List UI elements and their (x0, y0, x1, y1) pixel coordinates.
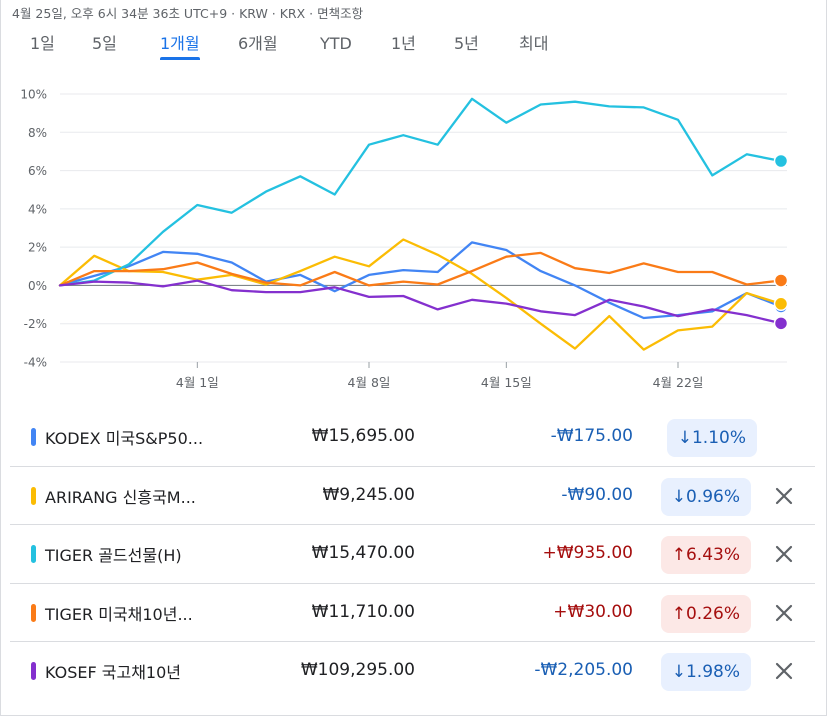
tab-6m[interactable]: 6개월 (238, 34, 278, 53)
security-name: ARIRANG 신흥국M... (45, 487, 196, 507)
security-name: KODEX 미국S&P50... (45, 429, 204, 448)
security-price: ₩15,470.00 (311, 543, 415, 563)
close-icon[interactable] (772, 542, 796, 566)
series-end-point (773, 153, 789, 169)
x-tick-label: 4월 15일 (481, 375, 532, 390)
x-tick-label: 4월 22일 (653, 375, 704, 390)
tab-ytd[interactable]: YTD (320, 34, 352, 53)
y-tick-label: 10% (20, 88, 47, 102)
y-tick-label: -2% (24, 317, 47, 331)
y-tick-label: -4% (24, 356, 47, 370)
list-item[interactable]: ARIRANG 신흥국M... ₩9,245.00 -₩90.00 ↓0.96% (10, 467, 815, 525)
series-end-point (773, 316, 789, 331)
series-line (58, 97, 783, 287)
arrow-up-icon: ↑ (671, 603, 686, 624)
percent-change-badge: ↓1.98% (660, 653, 751, 691)
price-change: -₩175.00 (550, 426, 633, 446)
price-change: +₩30.00 (553, 601, 633, 622)
series-color-marker (31, 603, 36, 622)
arrow-down-icon: ↓ (677, 428, 692, 448)
security-name: TIGER 미국채10년... (45, 604, 193, 624)
tab-1d[interactable]: 1일 (30, 34, 55, 53)
percent-change-badge: ↓1.10% (666, 419, 757, 457)
security-name: TIGER 골드선물(H) (45, 546, 182, 565)
close-icon[interactable] (772, 601, 796, 625)
series-color-marker (31, 662, 36, 680)
series-color-marker (31, 486, 36, 505)
series-line (58, 241, 783, 320)
list-item[interactable]: TIGER 미국채10년... ₩11,710.00 +₩30.00 ↑0.26… (10, 584, 815, 642)
close-icon[interactable] (772, 659, 796, 683)
series-line (58, 279, 783, 325)
y-tick-label: 2% (28, 241, 47, 255)
percent-change-badge: ↑0.26% (660, 594, 751, 633)
list-item[interactable]: TIGER 골드선물(H) ₩15,470.00 +₩935.00 ↑6.43% (10, 525, 815, 584)
security-price: ₩11,710.00 (311, 601, 415, 622)
tab-5y[interactable]: 5년 (454, 34, 479, 53)
tab-max[interactable]: 최대 (519, 34, 549, 53)
percent-change-badge: ↓0.96% (660, 477, 751, 516)
price-change: -₩2,205.00 (534, 660, 633, 680)
list-item[interactable]: KODEX 미국S&P50... ₩15,695.00 -₩175.00 ↓1.… (10, 408, 815, 467)
security-price: ₩15,695.00 (311, 426, 415, 446)
y-tick-label: 8% (28, 126, 47, 140)
arrow-down-icon: ↓ (671, 662, 686, 682)
security-name: KOSEF 국고채10년 (45, 663, 182, 682)
percent-change-badge: ↑6.43% (660, 536, 751, 574)
arrow-down-icon: ↓ (671, 486, 686, 507)
tab-5d[interactable]: 5일 (92, 34, 117, 53)
tab-1m[interactable]: 1개월 (160, 30, 200, 60)
price-change: +₩935.00 (542, 543, 633, 563)
security-price: ₩109,295.00 (300, 660, 415, 680)
y-tick-label: 4% (28, 202, 47, 216)
y-tick-label: 6% (28, 164, 47, 178)
series-line (58, 251, 783, 287)
security-price: ₩9,245.00 (322, 484, 415, 505)
comparison-line-chart[interactable]: 10% 8% 6% 4% 2% 0% -2% -4% 4월 1일 4월 8일 4월 15일 4월 22… (0, 75, 827, 400)
arrow-up-icon: ↑ (671, 545, 686, 565)
series-color-marker (31, 428, 36, 446)
comparison-list: KODEX 미국S&P50... ₩15,695.00 -₩175.00 ↓1.… (10, 408, 815, 701)
timestamp-disclaimer: 4월 25일, 오후 6시 34분 36초 UTC+9 · KRW · KRX … (12, 6, 364, 21)
x-tick-label: 4월 1일 (176, 375, 219, 390)
series-line (58, 238, 783, 351)
tab-1y[interactable]: 1년 (391, 34, 416, 53)
series-color-marker (31, 545, 36, 563)
y-tick-label: 0% (28, 279, 47, 293)
list-item[interactable]: KOSEF 국고채10년 ₩109,295.00 -₩2,205.00 ↓1.9… (10, 642, 815, 701)
close-icon[interactable] (772, 484, 796, 508)
x-tick-label: 4월 8일 (348, 375, 391, 390)
price-change: -₩90.00 (561, 484, 633, 505)
series-end-point (773, 273, 789, 288)
series-end-point (773, 296, 789, 312)
